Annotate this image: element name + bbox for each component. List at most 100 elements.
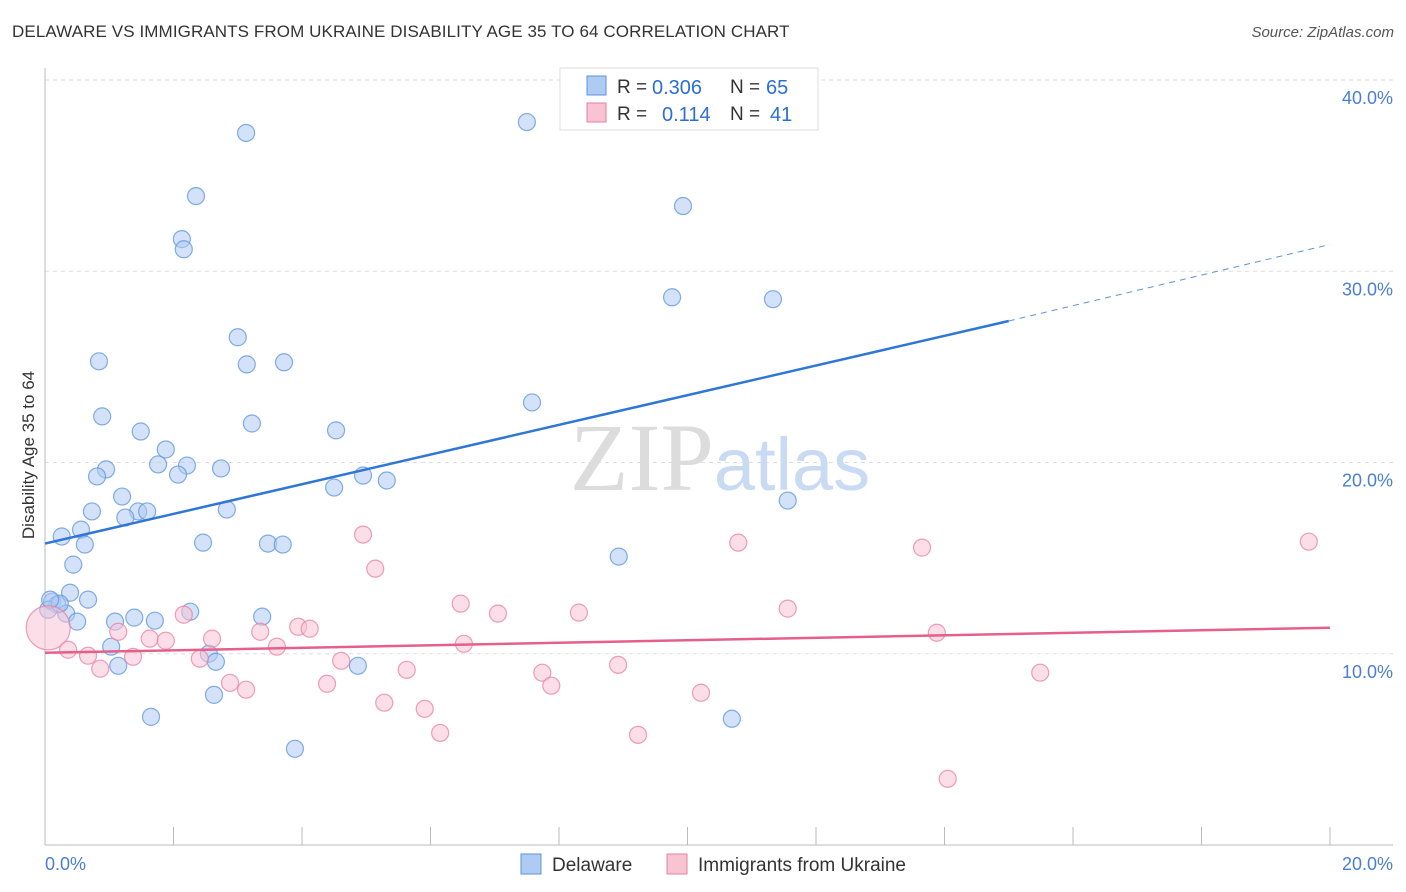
delaware-point [82, 502, 102, 521]
ukraine-point [78, 646, 98, 665]
ukraine-point [1031, 663, 1050, 682]
delaware-trend-extension [1008, 243, 1331, 322]
delaware-point [93, 407, 112, 426]
series-legend: Delaware Immigrants from Ukraine [520, 853, 906, 876]
ukraine-point [174, 605, 193, 624]
delaware-point [78, 590, 98, 609]
delaware-point [778, 491, 797, 510]
delaware-point [145, 611, 164, 630]
x-tick-label: 0.0% [45, 854, 86, 874]
delaware-point [242, 414, 261, 433]
delaware-point [237, 355, 256, 374]
delaware-point [109, 656, 128, 675]
delaware-point [211, 459, 231, 478]
ukraine-point [91, 659, 110, 678]
ukraine-point [431, 723, 450, 743]
ukraine-point [59, 640, 78, 659]
delaware-point [52, 527, 71, 546]
legend-n-label: N = [730, 104, 760, 125]
legend-r-value: 0.306 [652, 77, 702, 99]
delaware-point [125, 608, 144, 627]
delaware-point [273, 535, 292, 554]
chart-title: DELAWARE VS IMMIGRANTS FROM UKRAINE DISA… [12, 22, 790, 41]
ukraine-point [140, 629, 159, 648]
delaware-point [75, 535, 94, 554]
delaware-point [156, 440, 175, 459]
y-tick-label: 10.0% [1342, 662, 1393, 682]
legend-n-label: N = [730, 77, 760, 98]
delaware-point [131, 422, 150, 441]
ukraine-point [123, 647, 143, 666]
delaware-point [522, 393, 542, 412]
legend-label-ukraine: Immigrants from Ukraine [698, 855, 906, 876]
delaware-point [68, 612, 87, 631]
legend-swatch-delaware [520, 853, 542, 875]
chart-source: Source: ZipAtlas.com [1251, 24, 1394, 41]
ukraine-point [220, 673, 240, 692]
delaware-point [253, 607, 272, 626]
delaware-trend-line [44, 319, 1010, 545]
delaware-point [325, 478, 344, 497]
delaware-point [174, 240, 193, 259]
legend-swatch-ukraine [586, 102, 607, 123]
legend-swatch-delaware [586, 75, 607, 96]
y-tick-label: 30.0% [1342, 279, 1393, 299]
legend-swatch-ukraine [666, 853, 688, 875]
delaware-point [763, 290, 783, 309]
ukraine-point [533, 663, 552, 682]
delaware-point [348, 656, 367, 675]
delaware-point [89, 352, 109, 371]
watermark: ZIPatlas [570, 404, 870, 511]
delaware-point [228, 328, 247, 347]
ukraine-point [729, 533, 748, 552]
ukraine-point [251, 622, 270, 641]
delaware-point [87, 467, 107, 486]
delaware-point [517, 112, 536, 132]
delaware-point [274, 353, 294, 372]
ukraine-trend-line [44, 626, 1331, 655]
ukraine-point [366, 559, 385, 578]
ukraine-point [1299, 532, 1318, 551]
ukraine-point [912, 538, 932, 557]
delaware-point [148, 455, 168, 474]
legend-n-value: 41 [770, 104, 792, 126]
delaware-point [609, 547, 628, 566]
ukraine-point [109, 622, 128, 641]
ukraine-point [609, 655, 628, 674]
delaware-point [662, 288, 682, 307]
ukraine-point [415, 699, 434, 718]
ukraine-point [451, 594, 470, 613]
delaware-point [168, 465, 188, 484]
ukraine-point [375, 693, 394, 712]
y-axis-label: Disability Age 35 to 64 [19, 371, 38, 539]
ukraine-point [190, 649, 209, 668]
ukraine-point [542, 676, 561, 695]
delaware-point [377, 471, 396, 490]
ukraine-point [628, 725, 648, 744]
delaware-point [673, 196, 693, 216]
ukraine-point [569, 603, 589, 622]
ukraine-point [691, 683, 711, 702]
delaware-point [141, 707, 161, 726]
delaware-point [193, 533, 213, 552]
legend-label-delaware: Delaware [552, 855, 632, 876]
ukraine-point [300, 619, 319, 638]
ukraine-point [778, 599, 797, 618]
stats-legend: R = 0.306 N = 65 R = 0.114 N = 41 [559, 67, 819, 131]
ukraine-point [332, 651, 351, 670]
delaware-point [64, 555, 83, 574]
ukraine-point [488, 604, 508, 623]
delaware-point [186, 186, 206, 206]
delaware-point [326, 421, 346, 440]
delaware-point [206, 652, 226, 671]
ukraine-point [927, 623, 946, 642]
ukraine-point [202, 629, 222, 648]
delaware-point [285, 739, 305, 758]
delaware-point [237, 123, 256, 143]
x-tick-label: 20.0% [1342, 854, 1393, 874]
ukraine-point [938, 769, 957, 788]
delaware-point [112, 487, 132, 506]
delaware-point [722, 709, 741, 728]
ukraine-point [237, 680, 256, 699]
